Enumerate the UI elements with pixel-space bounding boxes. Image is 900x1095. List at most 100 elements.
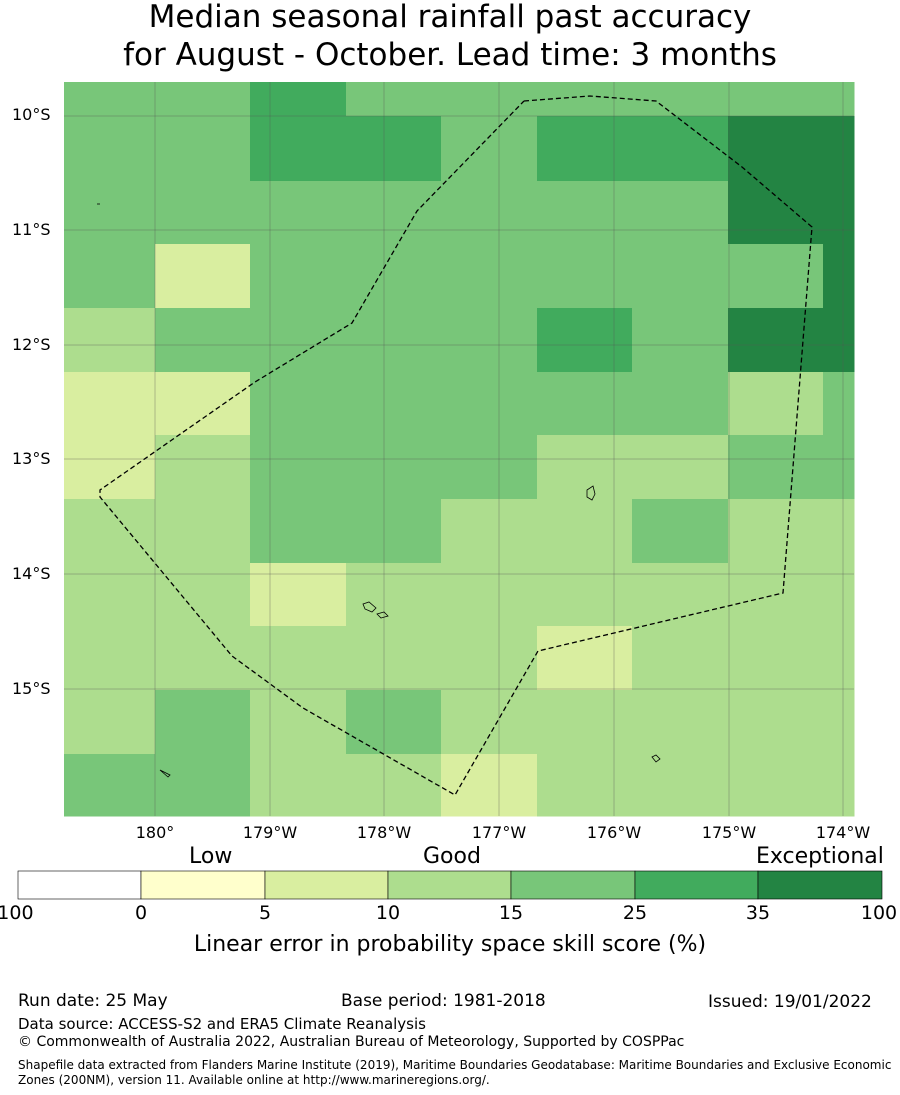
skill-grid-cells <box>64 82 855 817</box>
grid-cell <box>728 308 824 373</box>
grid-cell <box>441 244 538 309</box>
grid-cell <box>537 754 633 817</box>
grid-cell <box>250 435 347 500</box>
grid-cell <box>728 116 824 182</box>
grid-cell <box>346 181 442 245</box>
grid-cell <box>823 690 855 755</box>
grid-cell <box>823 308 855 373</box>
grid-cell <box>250 372 347 436</box>
grid-cell <box>823 181 855 245</box>
colorbar-tick-35: 35 <box>745 902 771 924</box>
grid-cell <box>346 435 442 500</box>
grid-cell <box>346 244 442 309</box>
lat-label-13s: 13°S <box>12 449 51 468</box>
grid-cell <box>250 308 347 373</box>
grid-cell <box>537 499 633 564</box>
grid-cell <box>441 82 538 117</box>
grid-cell <box>155 499 251 564</box>
legend-category-exceptional: Exceptional <box>756 844 884 869</box>
grid-cell <box>537 372 633 436</box>
colorbar-segment <box>510 870 636 900</box>
lat-label-10s: 10°S <box>12 105 51 124</box>
grid-cell <box>728 244 824 309</box>
colorbar-segment <box>634 870 759 900</box>
grid-cell <box>632 499 729 564</box>
grid-cell <box>728 626 824 691</box>
grid-cell <box>632 435 729 500</box>
grid-cell <box>64 435 156 500</box>
colorbar-segment <box>757 870 883 900</box>
grid-cell <box>632 82 729 117</box>
grid-cell <box>155 181 251 245</box>
grid-cell <box>155 308 251 373</box>
grid-cell <box>537 563 633 627</box>
island-e <box>159 769 171 778</box>
colorbar-tick-15: 15 <box>498 902 524 924</box>
grid-cell <box>823 82 855 117</box>
colorbar-segment <box>264 870 389 900</box>
grid-cell <box>823 754 855 817</box>
lon-label-178w: 178°W <box>356 823 412 842</box>
map-title-line-2: for August - October. Lead time: 3 month… <box>123 37 777 73</box>
grid-cell <box>346 116 442 182</box>
grid-cell <box>250 690 347 755</box>
eez-boundary-line <box>99 95 813 796</box>
grid-cell <box>823 435 855 500</box>
colorbar-tick-0: 0 <box>134 902 148 924</box>
colorbar-tick-100: 100 <box>860 902 898 924</box>
grid-cell <box>823 244 855 309</box>
base-period: Base period: 1981-2018 <box>341 991 546 1011</box>
island-c <box>376 611 389 619</box>
grid-cell <box>632 563 729 627</box>
grid-cell <box>155 626 251 691</box>
grid-cell <box>250 116 347 182</box>
grid-cell <box>64 181 156 245</box>
colorbar-tick-5: 5 <box>258 902 272 924</box>
lat-label-14s: 14°S <box>12 564 51 583</box>
grid-cell <box>632 181 729 245</box>
grid-cell <box>728 181 824 245</box>
grid-cell <box>441 754 538 817</box>
grid-cell <box>537 626 633 691</box>
grid-cell <box>155 82 251 117</box>
lon-label-176w: 176°W <box>586 823 642 842</box>
grid-cell <box>441 181 538 245</box>
grid-cell <box>346 308 442 373</box>
grid-cell <box>728 754 824 817</box>
colorbar-tick-25: 25 <box>622 902 648 924</box>
grid-cell <box>728 82 824 117</box>
grid-cell <box>441 435 538 500</box>
grid-cell <box>441 308 538 373</box>
island-a <box>586 485 596 501</box>
grid-cell <box>823 499 855 564</box>
lat-label-15s: 15°S <box>12 679 51 698</box>
grid-cell <box>64 372 156 436</box>
issued-date: Issued: 19/01/2022 <box>708 992 872 1012</box>
grid-cell <box>537 116 633 182</box>
grid-cell <box>64 754 156 817</box>
grid-cell <box>441 499 538 564</box>
data-source: Data source: ACCESS-S2 and ERA5 Climate … <box>18 1015 426 1033</box>
graticule <box>64 82 854 816</box>
copyright-notice: © Commonwealth of Australia 2022, Austra… <box>18 1034 685 1050</box>
lon-label-180: 180° <box>135 823 175 842</box>
grid-cell <box>632 754 729 817</box>
grid-cell <box>155 435 251 500</box>
lat-label-12s: 12°S <box>12 335 51 354</box>
lon-label-177w: 177°W <box>471 823 527 842</box>
grid-cell <box>155 754 251 817</box>
grid-cell <box>64 82 156 117</box>
lat-label-11s: 11°S <box>12 220 51 239</box>
grid-cell <box>728 499 824 564</box>
grid-cell <box>823 372 855 436</box>
grid-cell <box>64 563 156 627</box>
grid-cell <box>64 626 156 691</box>
lon-label-179w: 179°W <box>242 823 298 842</box>
legend-category-good: Good <box>423 844 481 869</box>
grid-cell <box>346 372 442 436</box>
colorbar-title: Linear error in probability space skill … <box>193 932 707 957</box>
grid-cell <box>441 372 538 436</box>
island-b <box>362 601 377 613</box>
legend-category-low: Low <box>189 844 233 869</box>
shapefile-credit: Shapefile data extracted from Flanders M… <box>18 1058 892 1087</box>
